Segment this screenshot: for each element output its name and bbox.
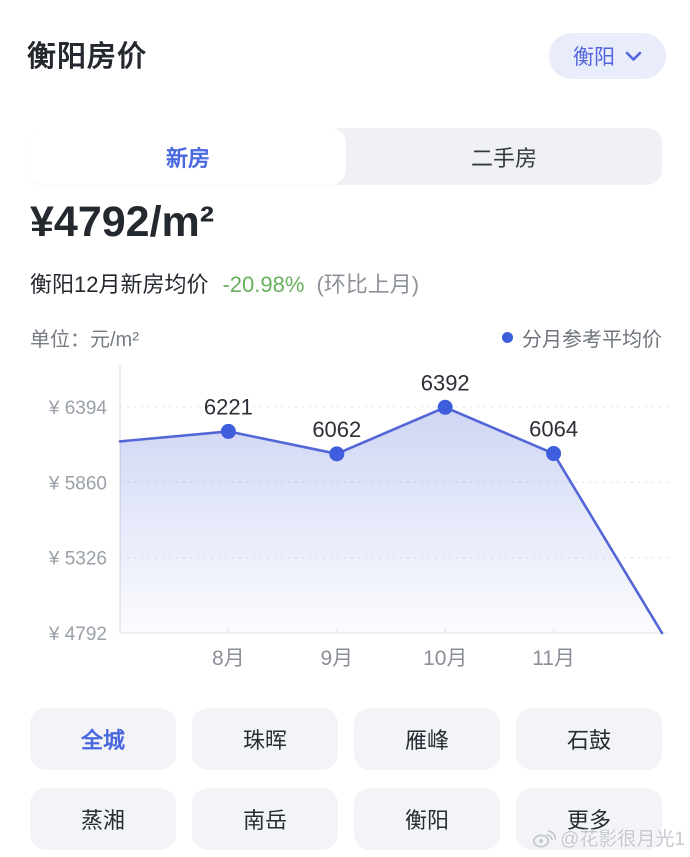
district-button-zhuhui[interactable]: 珠晖	[192, 708, 338, 770]
svg-text:¥ 4792: ¥ 4792	[48, 624, 107, 645]
weibo-icon	[532, 828, 557, 848]
summary-suffix: (环比上月)	[316, 272, 420, 297]
svg-text:9月: 9月	[320, 647, 353, 670]
unit-label: 单位：元/m²	[30, 329, 139, 351]
svg-text:¥ 5326: ¥ 5326	[48, 549, 107, 570]
district-button-zhengxiang[interactable]: 蒸湘	[30, 788, 176, 850]
page-title: 衡阳房价	[27, 41, 148, 73]
chart-meta-row: 单位：元/m² 分月参考平均价	[30, 323, 662, 352]
listing-type-tabbar: 新房 二手房	[30, 128, 662, 185]
chevron-down-icon	[625, 51, 642, 62]
watermark: @花影很月光1	[532, 824, 685, 851]
svg-text:6392: 6392	[421, 370, 470, 395]
district-button-yanfeng[interactable]: 雁峰	[354, 708, 500, 770]
district-button-nanyue[interactable]: 南岳	[192, 788, 338, 850]
svg-text:11月: 11月	[532, 647, 575, 670]
svg-text:¥ 5860: ¥ 5860	[48, 473, 107, 494]
month-over-month-change: -20.98%	[222, 272, 305, 297]
legend-label: 分月参考平均价	[522, 329, 662, 351]
district-button-shigu[interactable]: 石鼓	[516, 708, 662, 770]
price-summary: 衡阳12月新房均价 -20.98% (环比上月)	[30, 267, 419, 299]
price-trend-chart[interactable]: 6221 6062 6392 6064 ¥ 6394 ¥ 5860 ¥ 5326 ¥ 4792…	[0, 355, 690, 670]
svg-text:10月: 10月	[423, 647, 467, 670]
watermark-text: @花影很月光1	[560, 829, 685, 850]
chart-legend: 分月参考平均价	[502, 323, 662, 352]
svg-text:6062: 6062	[312, 417, 361, 442]
tab-second-hand[interactable]: 二手房	[470, 145, 537, 171]
average-price-value: ¥4792/m²	[30, 198, 215, 246]
legend-dot-icon	[502, 332, 513, 343]
district-filter-grid: 全城 珠晖 雁峰 石鼓 蒸湘 南岳 衡阳 更多	[30, 708, 662, 850]
svg-text:6064: 6064	[529, 417, 578, 442]
city-selector-label: 衡阳	[573, 46, 615, 69]
svg-text:¥ 6394: ¥ 6394	[48, 398, 108, 419]
city-selector-button[interactable]: 衡阳	[549, 33, 666, 79]
svg-text:8月: 8月	[212, 647, 245, 670]
svg-text:6221: 6221	[204, 394, 253, 419]
tab-new-house[interactable]: 新房	[30, 128, 346, 185]
summary-prefix: 衡阳12月新房均价	[30, 272, 209, 297]
district-button-quancheng[interactable]: 全城	[30, 708, 176, 770]
district-button-hengyang[interactable]: 衡阳	[354, 788, 500, 850]
